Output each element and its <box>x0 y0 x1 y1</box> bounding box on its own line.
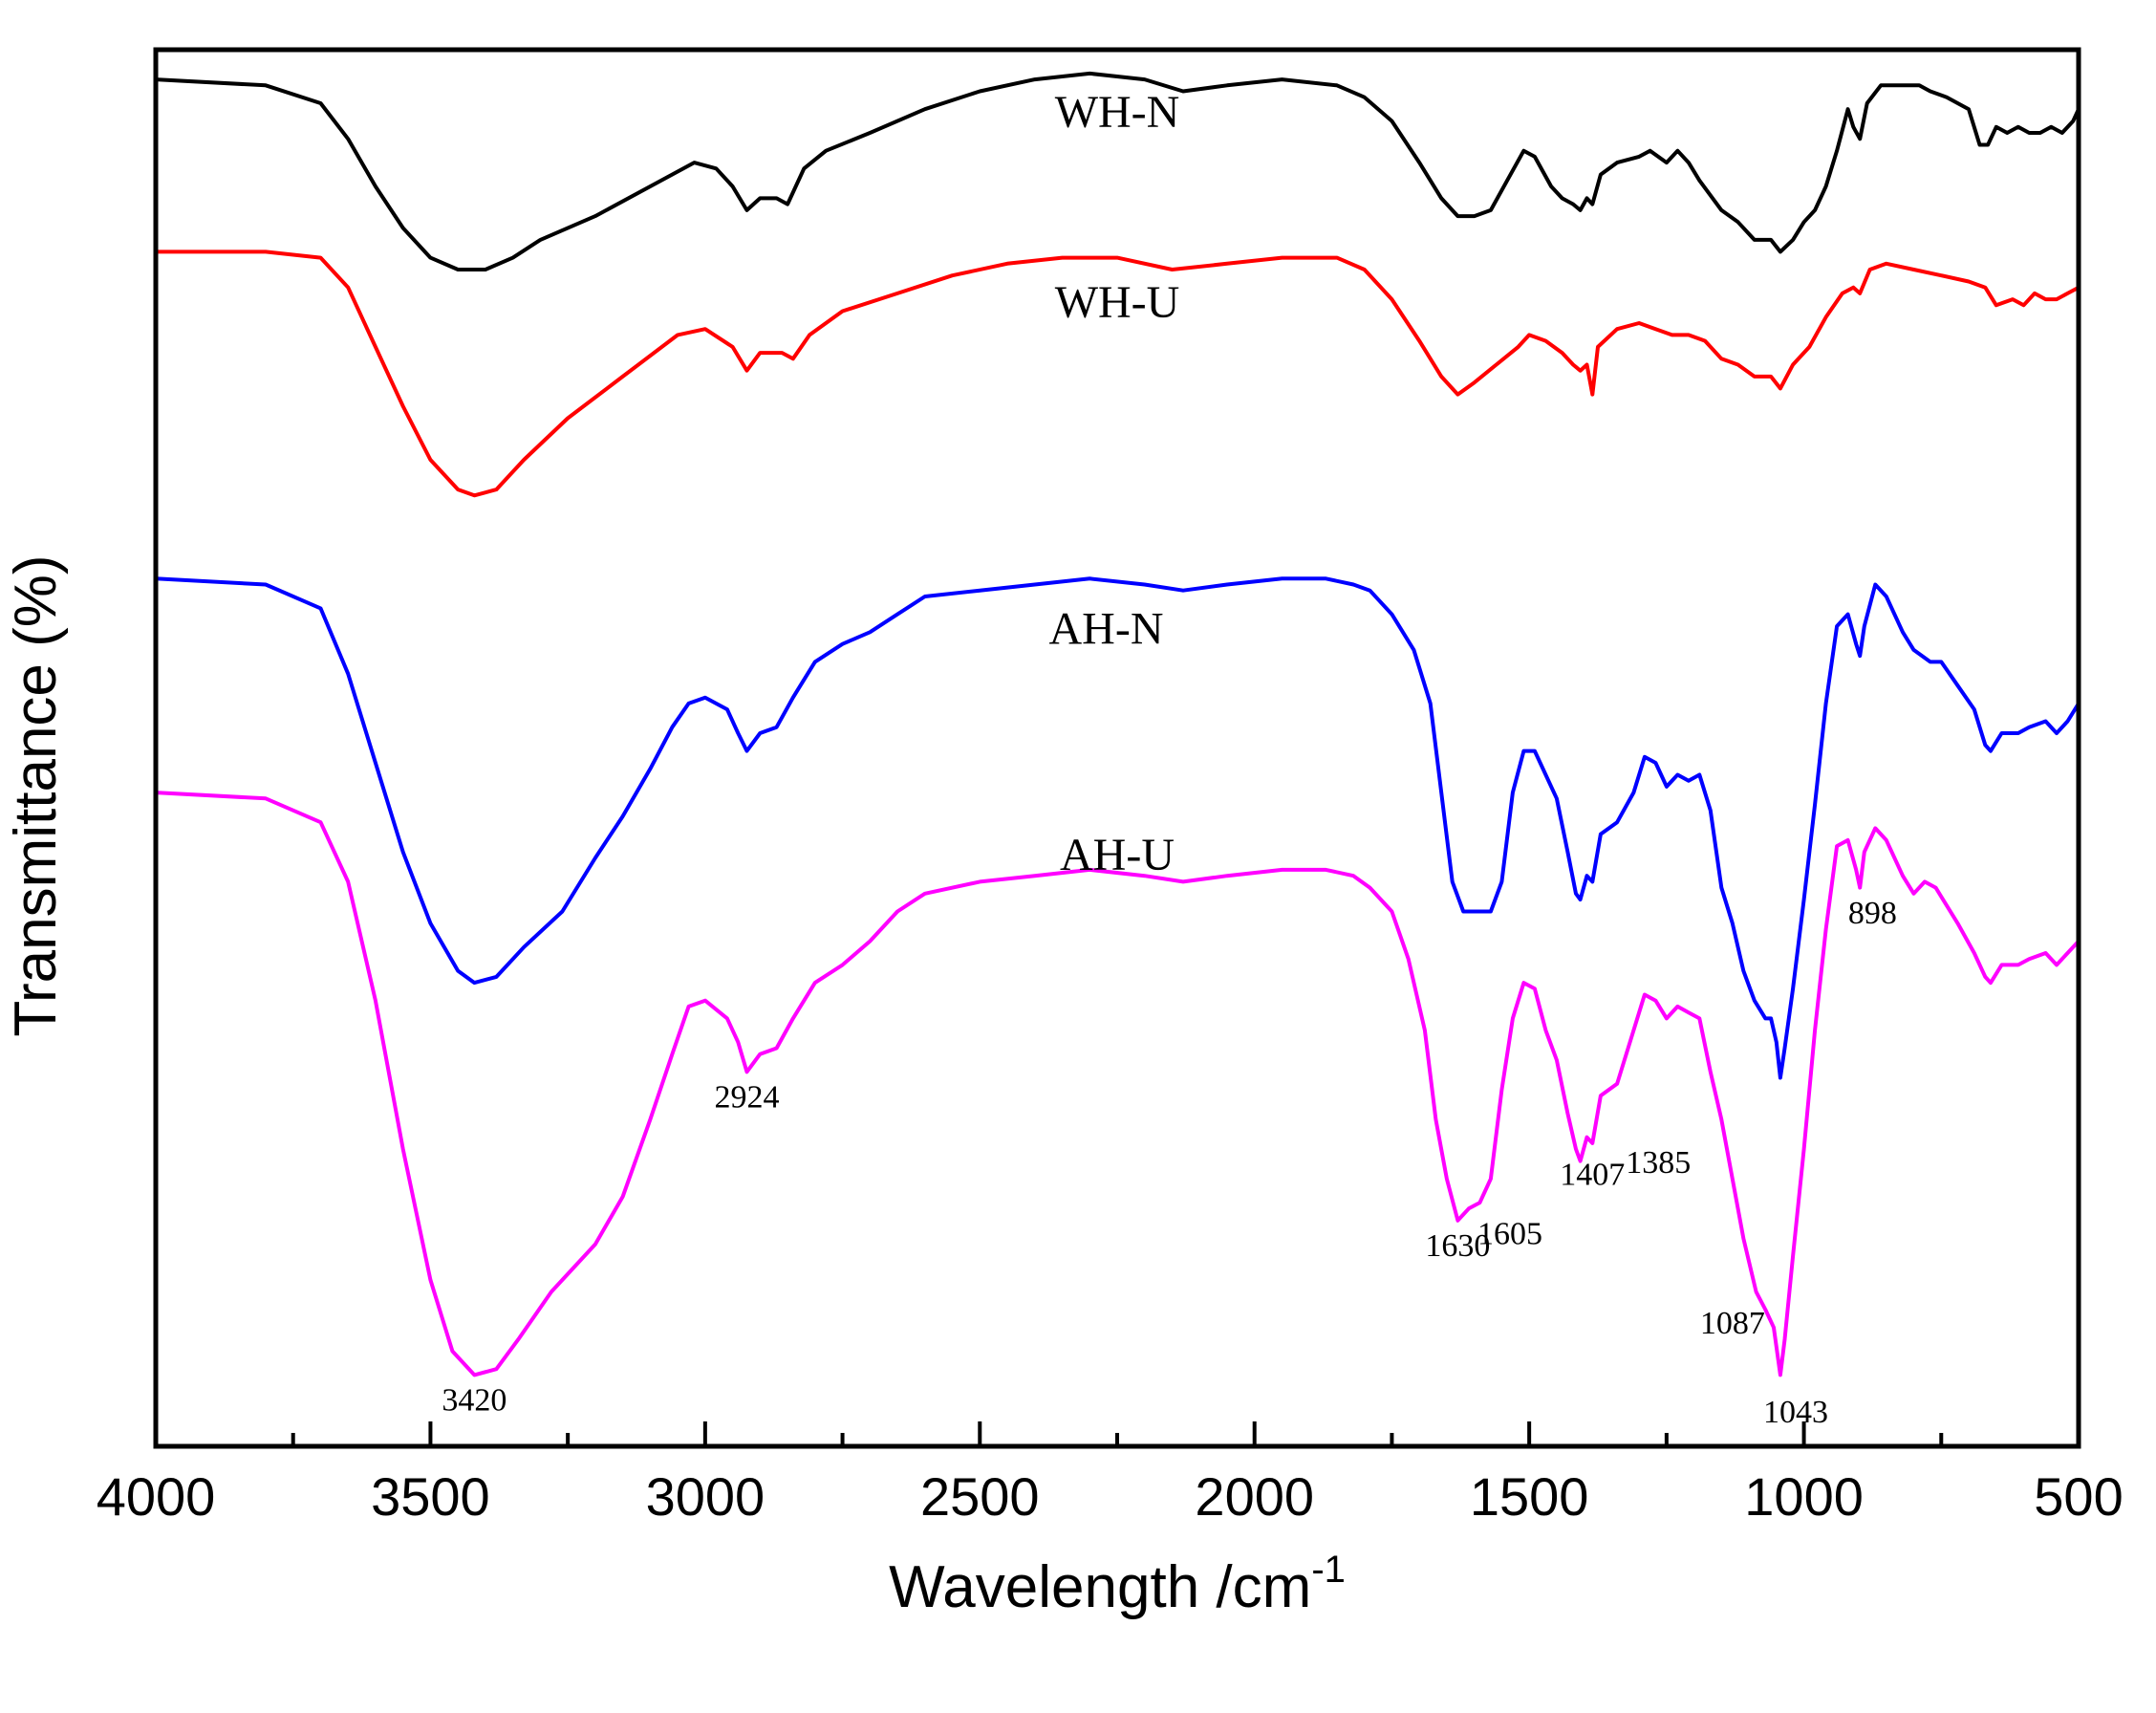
peak-label: 1407 <box>1560 1157 1625 1192</box>
series-label-ah-n: AH-N <box>1049 604 1164 655</box>
x-tick-labels: 4000 3500 3000 2500 2000 1500 1000 500 <box>97 1466 2124 1527</box>
peak-label: 898 <box>1848 896 1897 931</box>
series-label-wh-n: WH-N <box>1055 87 1180 138</box>
series-line-wh-n <box>154 71 2081 271</box>
y-axis-title: Transmittance (%) <box>3 554 69 1036</box>
series-line-ah-n <box>154 576 2081 1080</box>
x-tick-label: 3000 <box>646 1466 765 1527</box>
x-tick-label: 1500 <box>1470 1466 1589 1527</box>
x-tick-label: 2500 <box>920 1466 1040 1527</box>
peak-label: 1043 <box>1763 1395 1828 1430</box>
series-line-wh-u <box>154 249 2081 498</box>
peak-label: 1605 <box>1477 1217 1542 1252</box>
series-line-ah-u <box>154 791 2081 1377</box>
peak-label: 3420 <box>442 1383 507 1419</box>
x-axis-title-sup: -1 <box>1311 1549 1346 1591</box>
series-label-wh-u: WH-U <box>1055 277 1180 328</box>
x-tick-label: 4000 <box>97 1466 216 1527</box>
series-labels: WH-N WH-U AH-N AH-U <box>1049 87 1180 880</box>
series-label-ah-u: AH-U <box>1060 830 1175 880</box>
peak-label: 1630 <box>1425 1228 1490 1264</box>
x-axis-title-text: Wavelength /cm <box>889 1554 1311 1620</box>
plot-frame <box>153 47 2081 1449</box>
x-tick-label: 3500 <box>371 1466 490 1527</box>
x-tick-label: 2000 <box>1195 1466 1314 1527</box>
x-tick-label: 500 <box>2034 1466 2123 1527</box>
x-tick-label: 1000 <box>1744 1466 1864 1527</box>
series-lines <box>154 71 2081 1377</box>
peak-label: 2924 <box>715 1080 780 1116</box>
peak-label: 1087 <box>1700 1306 1765 1341</box>
x-axis-title: Wavelength /cm-1 <box>889 1549 1346 1620</box>
peak-label: 1385 <box>1626 1145 1691 1181</box>
